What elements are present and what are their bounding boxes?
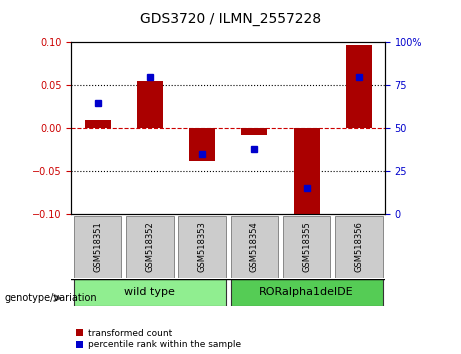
Text: GDS3720 / ILMN_2557228: GDS3720 / ILMN_2557228 [140,12,321,27]
Bar [335,216,383,278]
Bar [241,128,267,135]
Bar [283,216,331,278]
Bar [137,81,163,128]
Bar [346,45,372,128]
Bar [126,216,174,278]
Bar [189,128,215,161]
Text: GSM518353: GSM518353 [198,222,207,272]
Bar [294,128,319,216]
Text: GSM518355: GSM518355 [302,222,311,272]
Bar [178,216,226,278]
Bar [74,216,121,278]
Bar [84,120,111,128]
Text: RORalpha1delDE: RORalpha1delDE [259,287,354,297]
Text: GSM518352: GSM518352 [145,222,154,272]
Text: GSM518356: GSM518356 [355,222,363,272]
Legend: transformed count, percentile rank within the sample: transformed count, percentile rank withi… [76,329,241,349]
Text: GSM518351: GSM518351 [93,222,102,272]
Bar [230,279,383,306]
Text: GSM518354: GSM518354 [250,222,259,272]
Bar [74,279,226,306]
Bar [230,216,278,278]
Text: genotype/variation: genotype/variation [5,293,97,303]
Text: wild type: wild type [124,287,175,297]
